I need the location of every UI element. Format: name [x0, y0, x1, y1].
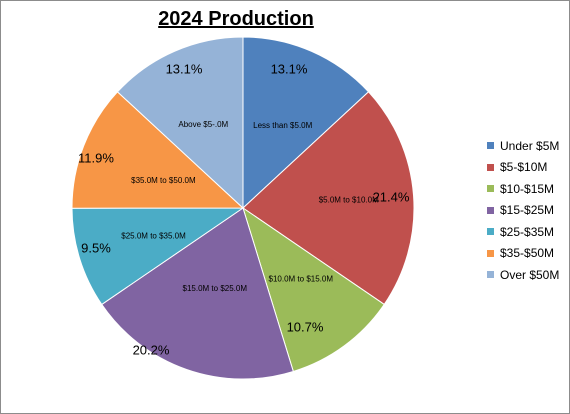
legend-swatch — [487, 271, 494, 279]
legend-swatch — [487, 228, 494, 236]
slice-percent-label: 11.9% — [78, 150, 114, 165]
legend-label: $35-$50M — [500, 246, 555, 261]
legend-label: Under $5M — [500, 138, 560, 153]
legend-item: $35-$50M — [487, 243, 559, 265]
pie-slice-1 — [242, 36, 370, 210]
legend-swatch — [487, 163, 494, 171]
pie-slice-3 — [242, 206, 385, 373]
pie-slice-7 — [116, 36, 244, 210]
slice-category-label: $10.0M to $15.0M — [269, 275, 334, 284]
legend-swatch — [487, 185, 494, 193]
legend-item: $15-$25M — [487, 200, 559, 222]
pie-slice-6 — [71, 91, 245, 209]
slice-percent-label: 10.7% — [287, 319, 324, 334]
legend-label: Over $50M — [500, 267, 560, 282]
legend-swatch — [487, 142, 494, 150]
slice-percent-label: 20.2% — [133, 342, 170, 357]
pie-slice-5 — [71, 207, 245, 306]
slice-percent-label: 13.1% — [271, 61, 308, 76]
slice-category-label: $15.0M to $25.0M — [183, 284, 248, 293]
slice-category-label: $25.0M to $35.0M — [121, 231, 186, 240]
slice-category-label: Above $5-.0M — [178, 120, 228, 129]
legend-label: $10-$15M — [500, 181, 555, 196]
legend-item: Over $50M — [487, 264, 559, 286]
slice-category-label: Less than $5.0M — [253, 121, 312, 130]
legend-swatch — [487, 249, 494, 257]
legend-label: $5-$10M — [500, 160, 548, 175]
legend: Under $5M $5-$10M $10-$15M $15-$25M $25-$35M… — [487, 135, 559, 286]
slice-percent-label: 21.4% — [373, 189, 410, 204]
slice-category-label: $35.0M to $50.0M — [131, 176, 196, 185]
legend-item: $5-$10M — [487, 157, 559, 179]
legend-item: $10-$15M — [487, 178, 559, 200]
legend-swatch — [487, 206, 494, 214]
legend-item: Under $5M — [487, 135, 559, 157]
slice-category-label: $5.0M to $10.0M — [319, 195, 379, 204]
slice-percent-label: 9.5% — [81, 240, 111, 255]
legend-label: $15-$25M — [500, 203, 555, 218]
slice-percent-label: 13.1% — [166, 61, 203, 76]
pie-slice-4 — [101, 207, 294, 380]
legend-item: $25-$35M — [487, 221, 559, 243]
pie-slice-2 — [242, 91, 415, 306]
legend-label: $25-$35M — [500, 224, 555, 239]
chart-title: 2024 Production — [158, 8, 314, 30]
